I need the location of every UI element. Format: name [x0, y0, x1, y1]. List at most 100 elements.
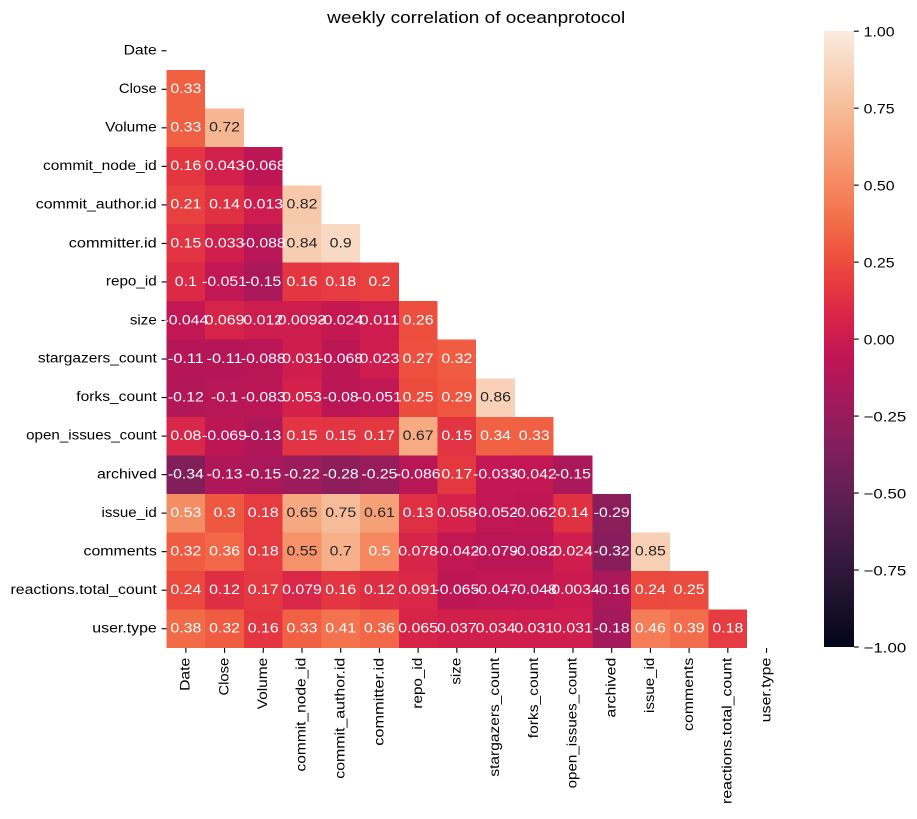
- svg-text:0.24: 0.24: [170, 581, 201, 597]
- svg-text:size: size: [130, 311, 157, 327]
- svg-text:commit_node_id: commit_node_id: [43, 157, 157, 173]
- svg-text:0.85: 0.85: [635, 543, 666, 559]
- svg-text:0.29: 0.29: [441, 388, 472, 404]
- svg-text:0.079: 0.079: [282, 581, 322, 597]
- svg-text:0.41: 0.41: [325, 620, 356, 636]
- svg-text:0.078: 0.078: [398, 543, 438, 559]
- svg-text:−0.75: −0.75: [864, 562, 907, 578]
- svg-text:-0.062: -0.062: [512, 504, 557, 520]
- svg-text:weekly correlation of oceanpro: weekly correlation of oceanprotocol: [326, 8, 625, 27]
- svg-text:-0.082: -0.082: [512, 543, 557, 559]
- svg-text:0.12: 0.12: [364, 581, 395, 597]
- svg-text:0.18: 0.18: [712, 620, 743, 636]
- svg-text:0.75: 0.75: [325, 504, 356, 520]
- svg-text:open_issues_count: open_issues_count: [564, 658, 580, 789]
- svg-text:0.18: 0.18: [325, 273, 356, 289]
- svg-text:−0.25: −0.25: [864, 408, 907, 424]
- svg-text:0.011: 0.011: [360, 311, 400, 327]
- svg-text:0.14: 0.14: [209, 196, 240, 212]
- svg-text:0.61: 0.61: [364, 504, 395, 520]
- svg-text:0.46: 0.46: [635, 620, 666, 636]
- svg-text:0.031: 0.031: [282, 350, 322, 366]
- svg-text:0.18: 0.18: [248, 504, 279, 520]
- svg-text:-0.065: -0.065: [434, 581, 479, 597]
- svg-text:0.031: 0.031: [514, 620, 554, 636]
- svg-text:archived: archived: [603, 658, 619, 718]
- svg-text:-0.16: -0.16: [594, 581, 630, 597]
- svg-text:size: size: [448, 657, 464, 684]
- svg-text:-0.18: -0.18: [594, 620, 630, 636]
- svg-text:0.33: 0.33: [170, 119, 201, 135]
- svg-text:0.17: 0.17: [364, 427, 395, 443]
- svg-text:-0.052: -0.052: [473, 504, 518, 520]
- svg-text:0.16: 0.16: [170, 157, 201, 173]
- svg-text:0.53: 0.53: [170, 504, 201, 520]
- svg-text:0.33: 0.33: [170, 80, 201, 96]
- svg-text:0.16: 0.16: [248, 620, 279, 636]
- svg-text:0.34: 0.34: [480, 427, 511, 443]
- svg-text:-0.024: -0.024: [318, 311, 363, 327]
- svg-text:-0.069: -0.069: [202, 427, 247, 443]
- svg-text:-0.042: -0.042: [512, 465, 557, 481]
- svg-text:0.00: 0.00: [864, 331, 895, 347]
- svg-text:Date: Date: [124, 42, 158, 58]
- svg-text:0.67: 0.67: [403, 427, 434, 443]
- svg-text:-0.25: -0.25: [361, 465, 397, 481]
- svg-text:0.38: 0.38: [170, 620, 201, 636]
- svg-text:0.058: 0.058: [437, 504, 477, 520]
- svg-text:Volume: Volume: [105, 119, 157, 135]
- svg-text:0.13: 0.13: [403, 504, 434, 520]
- svg-text:0.091: 0.091: [398, 581, 438, 597]
- svg-text:-0.086: -0.086: [396, 465, 441, 481]
- svg-text:-0.068: -0.068: [318, 350, 363, 366]
- svg-text:user.type: user.type: [757, 657, 773, 722]
- svg-text:0.037: 0.037: [437, 620, 477, 636]
- svg-text:0.33: 0.33: [519, 427, 550, 443]
- svg-text:−1.00: −1.00: [864, 639, 907, 655]
- svg-text:0.26: 0.26: [403, 311, 434, 327]
- svg-text:0.65: 0.65: [287, 504, 318, 520]
- svg-text:open_issues_count: open_issues_count: [26, 427, 157, 443]
- svg-text:-0.0034: -0.0034: [546, 581, 600, 597]
- svg-text:archived: archived: [97, 465, 157, 481]
- svg-text:-0.048: -0.048: [512, 581, 557, 597]
- svg-text:commit_node_id: commit_node_id: [293, 658, 309, 772]
- svg-text:-0.15: -0.15: [245, 273, 281, 289]
- svg-text:Close: Close: [119, 80, 157, 96]
- svg-text:issue_id: issue_id: [641, 658, 657, 713]
- svg-text:-0.11: -0.11: [168, 350, 204, 366]
- svg-text:-0.088: -0.088: [241, 350, 286, 366]
- svg-text:0.18: 0.18: [248, 543, 279, 559]
- svg-text:-0.1: -0.1: [211, 388, 238, 404]
- svg-text:0.0093: 0.0093: [278, 311, 327, 327]
- svg-text:0.069: 0.069: [205, 311, 245, 327]
- svg-text:0.16: 0.16: [287, 273, 318, 289]
- svg-text:-0.042: -0.042: [434, 543, 479, 559]
- svg-text:0.21: 0.21: [170, 196, 201, 212]
- svg-text:0.25: 0.25: [674, 581, 705, 597]
- svg-text:comments: comments: [84, 543, 157, 559]
- svg-text:0.12: 0.12: [209, 581, 240, 597]
- svg-text:stargazers_count: stargazers_count: [38, 349, 157, 365]
- svg-text:0.17: 0.17: [441, 465, 472, 481]
- svg-text:0.7: 0.7: [330, 543, 352, 559]
- svg-text:0.24: 0.24: [635, 581, 666, 597]
- svg-text:-0.088: -0.088: [241, 234, 286, 250]
- svg-text:0.33: 0.33: [287, 620, 318, 636]
- svg-text:0.32: 0.32: [441, 350, 472, 366]
- svg-text:reactions.total_count: reactions.total_count: [11, 581, 157, 597]
- svg-text:0.55: 0.55: [287, 543, 318, 559]
- svg-text:0.5: 0.5: [368, 543, 390, 559]
- svg-text:Date: Date: [177, 657, 193, 691]
- svg-text:0.39: 0.39: [674, 620, 705, 636]
- svg-text:0.15: 0.15: [287, 427, 318, 443]
- svg-text:commit_author.id: commit_author.id: [36, 196, 157, 212]
- svg-text:-0.13: -0.13: [207, 465, 243, 481]
- svg-text:Volume: Volume: [254, 657, 270, 709]
- svg-text:issue_id: issue_id: [101, 504, 156, 520]
- svg-text:0.36: 0.36: [364, 620, 395, 636]
- svg-text:user.type: user.type: [92, 620, 157, 636]
- svg-text:-0.13: -0.13: [245, 427, 281, 443]
- svg-text:Close: Close: [215, 657, 231, 695]
- svg-text:0.32: 0.32: [170, 543, 201, 559]
